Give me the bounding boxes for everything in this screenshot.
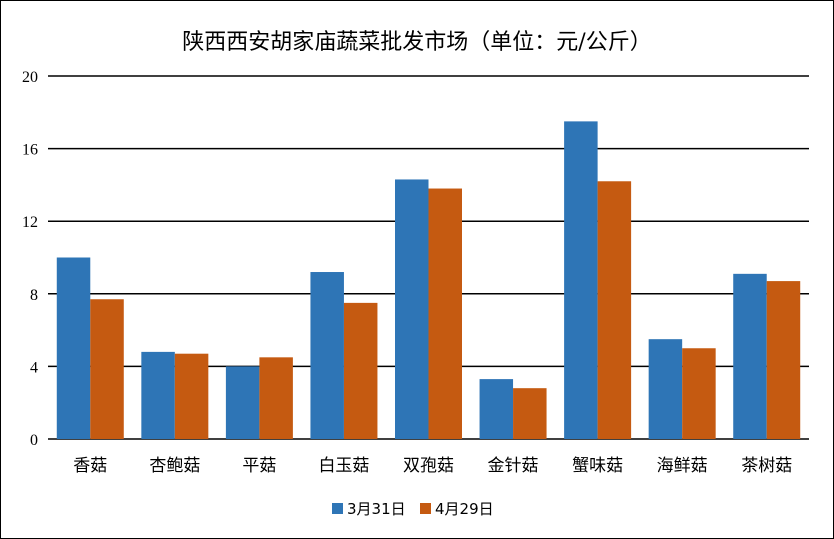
x-category-label: 双孢菇: [403, 456, 454, 476]
legend-swatch: [420, 503, 431, 514]
bar-series1: [225, 366, 260, 439]
y-tick-label: 4: [30, 359, 38, 376]
x-category-label: 蟹味菇: [572, 456, 623, 476]
bar-series2: [343, 302, 378, 439]
chart-title: 陕西西安胡家庙蔬菜批发市场（单位：元/公斤）: [182, 30, 651, 55]
bar-series1: [310, 272, 344, 439]
x-category-label: 平菇: [242, 456, 276, 476]
y-tick-label: 8: [30, 287, 38, 304]
bar-series1: [141, 351, 175, 439]
bar-series2: [259, 357, 293, 439]
y-tick-label: 0: [30, 432, 38, 449]
bar-series2: [174, 353, 209, 439]
x-category-label: 香菇: [73, 456, 107, 476]
legend-label: 4月29日: [435, 500, 494, 518]
legend-label: 3月31日: [347, 500, 406, 518]
bar-series2: [597, 181, 632, 439]
bar-series1: [564, 121, 598, 439]
bar-series1: [395, 179, 429, 439]
bar-series1: [648, 339, 683, 439]
bar-series2: [513, 388, 547, 439]
x-category-label: 白玉菇: [318, 456, 369, 476]
y-tick-label: 16: [22, 142, 38, 159]
bar-series2: [682, 348, 716, 439]
y-tick-label: 12: [22, 214, 38, 231]
legend-swatch: [332, 503, 343, 514]
y-axis-ticks: 0 4 8 12 16 20: [22, 69, 38, 449]
x-axis-categories: 香菇 杏鲍菇 平菇 白玉菇 双孢菇 金针菇 蟹味菇 海鲜菇 茶树菇: [73, 456, 792, 476]
x-category-label: 茶树菇: [741, 456, 792, 476]
x-category-label: 海鲜菇: [657, 456, 708, 476]
legend: 3月31日 4月29日: [332, 500, 494, 518]
bar-series2: [90, 299, 124, 439]
x-category-label: 金针菇: [488, 456, 539, 476]
y-tick-label: 20: [22, 69, 38, 86]
bar-series1: [479, 379, 514, 439]
bar-series2: [428, 188, 462, 439]
bar-series1: [733, 273, 767, 439]
bar-series1: [56, 257, 91, 439]
bars: [56, 121, 801, 439]
x-category-label: 杏鲍菇: [149, 456, 200, 476]
bar-series2: [766, 281, 801, 439]
